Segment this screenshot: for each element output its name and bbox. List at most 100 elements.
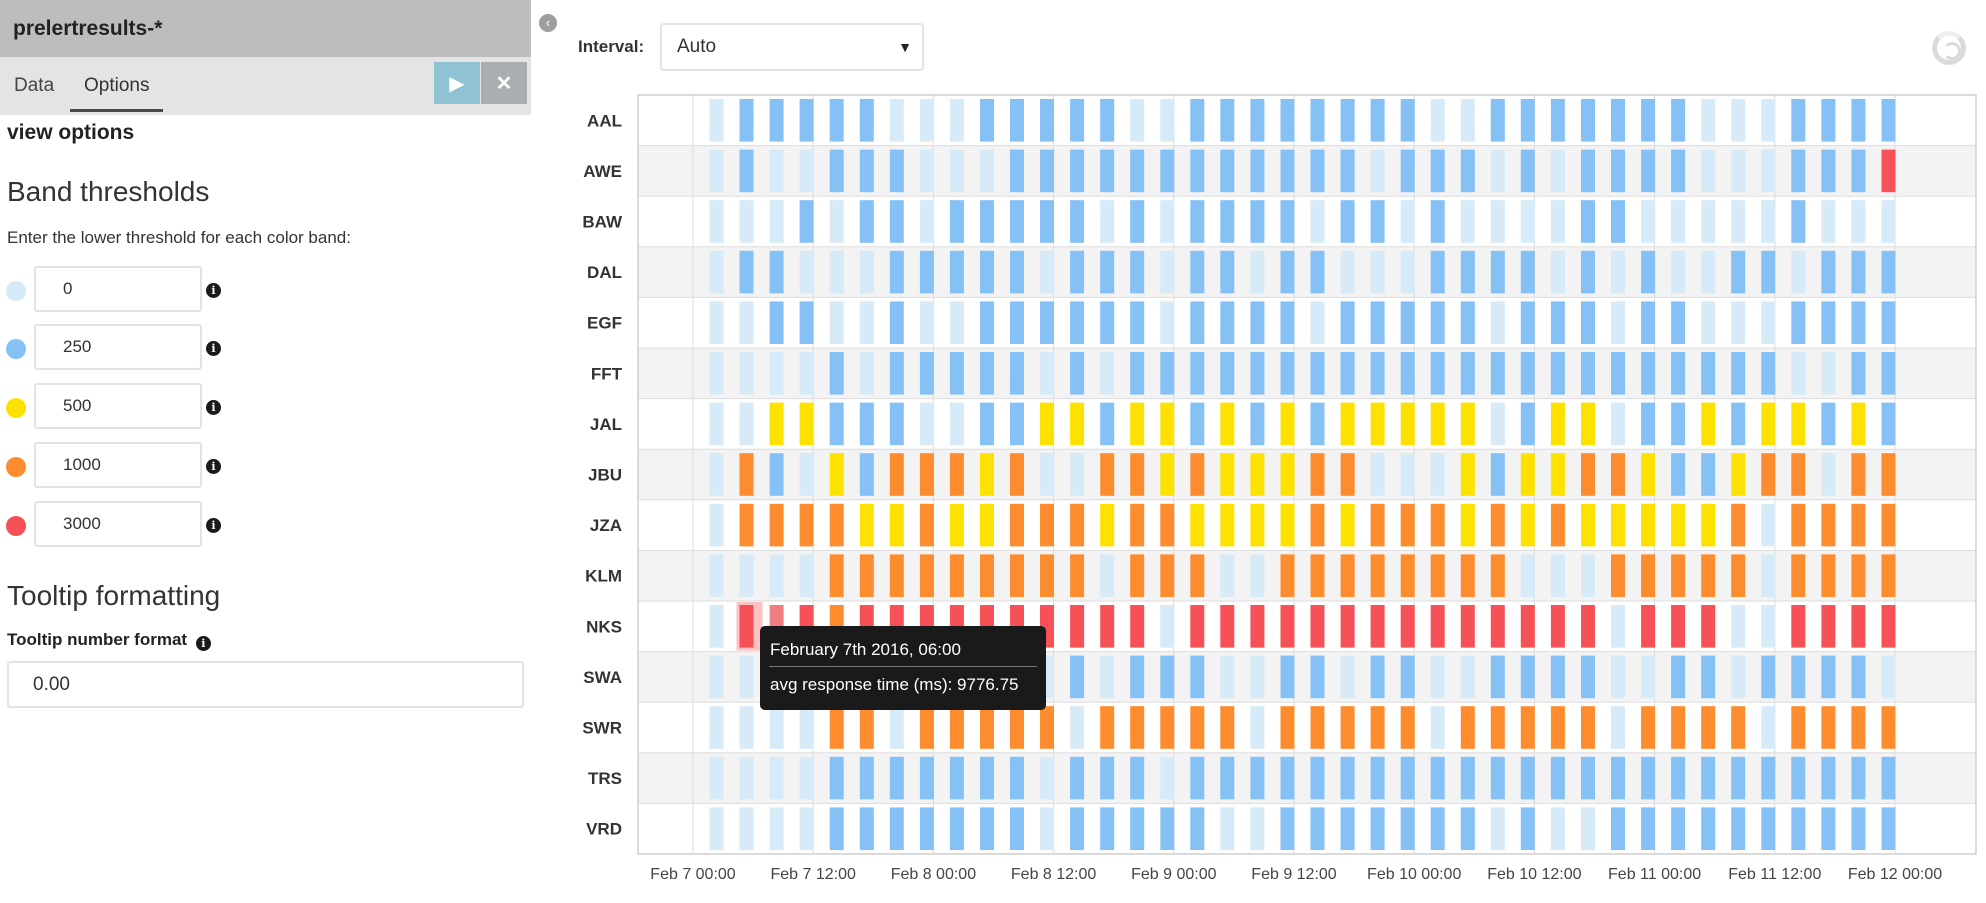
heatmap-cell[interactable] [949, 149, 964, 193]
heatmap-cell[interactable] [1881, 807, 1896, 850]
heatmap-cell[interactable] [1641, 301, 1656, 344]
heatmap-cell[interactable] [889, 706, 904, 749]
heatmap-cell[interactable] [1641, 655, 1656, 699]
heatmap-cell[interactable] [889, 453, 904, 496]
heatmap-cell[interactable] [799, 453, 814, 496]
heatmap-cell[interactable] [1701, 200, 1716, 243]
heatmap-cell[interactable] [1370, 554, 1385, 597]
heatmap-cell[interactable] [1671, 402, 1686, 446]
heatmap-cell[interactable] [1250, 352, 1265, 395]
heatmap-cell[interactable] [1581, 453, 1595, 496]
heatmap-cell[interactable] [1250, 554, 1265, 597]
heatmap-cell[interactable] [1400, 149, 1415, 193]
heatmap-cell[interactable] [1701, 99, 1716, 142]
heatmap-cell[interactable] [1761, 503, 1776, 547]
heatmap-cell[interactable] [1340, 352, 1355, 395]
heatmap-cell[interactable] [1430, 352, 1445, 395]
heatmap-cell[interactable] [1070, 655, 1085, 699]
heatmap-cell[interactable] [919, 99, 934, 142]
heatmap-cell[interactable] [799, 706, 814, 749]
heatmap-cell[interactable] [980, 756, 994, 800]
heatmap-cell[interactable] [1881, 655, 1896, 699]
heatmap-cell[interactable] [1731, 402, 1746, 446]
heatmap-cell[interactable] [1731, 605, 1746, 648]
heatmap-cell[interactable] [980, 250, 994, 294]
heatmap-cell[interactable] [1761, 250, 1776, 294]
heatmap-cell[interactable] [1400, 503, 1415, 547]
heatmap-cell[interactable] [1731, 807, 1746, 850]
heatmap-cell[interactable] [1761, 352, 1776, 395]
heatmap-cell[interactable] [1130, 655, 1145, 699]
heatmap-cell[interactable] [1641, 99, 1656, 142]
heatmap-cell[interactable] [1100, 149, 1115, 193]
heatmap-cell[interactable] [1550, 200, 1565, 243]
heatmap-cell[interactable] [1671, 352, 1686, 395]
heatmap-cell[interactable] [1821, 807, 1836, 850]
heatmap-cell[interactable] [1310, 503, 1325, 547]
heatmap-cell[interactable] [1100, 554, 1115, 597]
heatmap-cell[interactable] [1671, 149, 1686, 193]
heatmap-cell[interactable] [1400, 200, 1415, 243]
heatmap-cell[interactable] [1821, 99, 1836, 142]
heatmap-cell[interactable] [1851, 99, 1866, 142]
heatmap-cell[interactable] [1581, 807, 1595, 850]
heatmap-cell[interactable] [709, 554, 724, 597]
heatmap-cell[interactable] [739, 605, 754, 648]
heatmap-cell[interactable] [1460, 99, 1475, 142]
heatmap-cell[interactable] [1220, 503, 1235, 547]
heatmap-cell[interactable] [1581, 149, 1595, 193]
heatmap-cell[interactable] [1460, 453, 1475, 496]
heatmap-cell[interactable] [1220, 453, 1235, 496]
heatmap-cell[interactable] [1250, 706, 1265, 749]
heatmap-cell[interactable] [1040, 250, 1054, 294]
heatmap-cell[interactable] [1611, 99, 1625, 142]
heatmap-cell[interactable] [1460, 554, 1475, 597]
heatmap-cell[interactable] [1370, 503, 1385, 547]
heatmap-cell[interactable] [1851, 655, 1866, 699]
heatmap-cell[interactable] [859, 200, 874, 243]
heatmap-cell[interactable] [1430, 605, 1445, 648]
heatmap-cell[interactable] [1100, 99, 1115, 142]
heatmap-cell[interactable] [949, 706, 964, 749]
heatmap-cell[interactable] [919, 756, 934, 800]
heatmap-cell[interactable] [1250, 807, 1265, 850]
heatmap-cell[interactable] [1070, 200, 1085, 243]
heatmap-cell[interactable] [1130, 250, 1145, 294]
heatmap-cell[interactable] [1731, 453, 1746, 496]
heatmap-cell[interactable] [1400, 352, 1415, 395]
heatmap-cell[interactable] [829, 706, 844, 749]
heatmap-cell[interactable] [1280, 402, 1295, 446]
heatmap-cell[interactable] [1070, 554, 1085, 597]
heatmap-cell[interactable] [1370, 301, 1385, 344]
heatmap-cell[interactable] [1731, 200, 1746, 243]
heatmap-cell[interactable] [1040, 807, 1054, 850]
heatmap-cell[interactable] [1010, 149, 1024, 193]
heatmap-cell[interactable] [1611, 807, 1625, 850]
heatmap-cell[interactable] [1280, 756, 1295, 800]
heatmap-cell[interactable] [1010, 453, 1024, 496]
heatmap-cell[interactable] [980, 453, 994, 496]
heatmap-cell[interactable] [1851, 200, 1866, 243]
heatmap-cell[interactable] [1190, 807, 1205, 850]
heatmap-cell[interactable] [739, 756, 754, 800]
heatmap-cell[interactable] [1430, 250, 1445, 294]
heatmap-cell[interactable] [1340, 605, 1355, 648]
heatmap-cell[interactable] [1070, 402, 1085, 446]
heatmap-cell[interactable] [769, 402, 784, 446]
heatmap-cell[interactable] [1220, 200, 1235, 243]
heatmap-cell[interactable] [1220, 756, 1235, 800]
heatmap-cell[interactable] [1010, 756, 1024, 800]
heatmap-cell[interactable] [1490, 301, 1505, 344]
heatmap-cell[interactable] [1130, 99, 1145, 142]
heatmap-cell[interactable] [919, 554, 934, 597]
heatmap-cell[interactable] [1190, 756, 1205, 800]
heatmap-cell[interactable] [1761, 149, 1776, 193]
heatmap-cell[interactable] [1490, 352, 1505, 395]
heatmap-cell[interactable] [1070, 503, 1085, 547]
heatmap-cell[interactable] [1611, 352, 1625, 395]
heatmap-cell[interactable] [1761, 554, 1776, 597]
heatmap-cell[interactable] [1190, 250, 1205, 294]
heatmap-cell[interactable] [1370, 756, 1385, 800]
heatmap-cell[interactable] [1040, 352, 1054, 395]
heatmap-cell[interactable] [1100, 200, 1115, 243]
